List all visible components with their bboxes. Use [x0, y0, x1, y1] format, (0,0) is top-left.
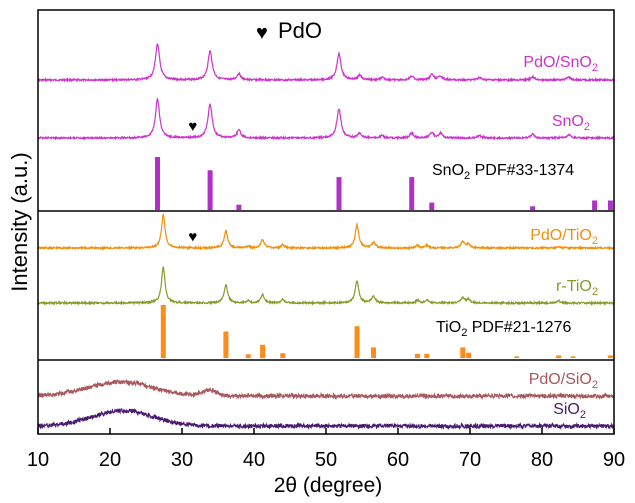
reference-bar — [570, 356, 576, 358]
trace-tio2-0 — [37, 212, 615, 251]
trace-label-subscript: 2 — [580, 409, 586, 421]
trace-label-subscript: 2 — [592, 379, 598, 391]
reference-label-card: PDF#21-1276 — [467, 319, 571, 336]
x-tick-label: 30 — [171, 449, 193, 471]
trace-tio2-1 — [37, 265, 615, 306]
x-tick-label: 10 — [27, 449, 49, 471]
reference-bar — [530, 206, 536, 210]
reference-bar — [160, 305, 166, 358]
reference-bar — [155, 157, 160, 210]
x-tick-label: 80 — [531, 449, 553, 471]
trace-sno2-1 — [37, 97, 615, 141]
reference-bar — [409, 177, 415, 210]
reference-label: SnO2 PDF#33-1374 — [432, 162, 574, 182]
reference-bar — [607, 355, 613, 359]
trace-label: PdO/SnO2 — [523, 54, 598, 74]
reference-bar — [371, 347, 376, 358]
pdo-legend-text: PdO — [278, 18, 322, 43]
reference-label-card: PDF#33-1374 — [470, 162, 574, 179]
trace-label: PdO/SiO2 — [529, 371, 598, 391]
reference-bar — [245, 354, 251, 358]
trace-label: PdO/TiO2 — [530, 227, 598, 247]
trace-sio2-0 — [37, 378, 615, 401]
reference-label-subscript: 2 — [461, 327, 467, 339]
reference-bar — [592, 200, 598, 210]
trace-label-subscript: 2 — [592, 62, 598, 74]
pdo-legend-symbol: ♥ — [256, 22, 268, 44]
x-tick-label: 40 — [243, 449, 265, 471]
pdo-marker: ♥ — [188, 118, 197, 135]
reference-bar — [260, 344, 266, 359]
reference-bar — [354, 326, 360, 358]
traces-layer — [37, 43, 615, 431]
reference-bar — [414, 353, 420, 358]
pdo-markers-layer: ♥♥ — [188, 118, 197, 246]
reference-bar — [607, 200, 613, 210]
x-tick-label: 60 — [387, 449, 409, 471]
reference-bar — [424, 353, 430, 358]
x-axis-ticks: 10 20 30 40 50 60 70 80 90 — [27, 428, 625, 471]
y-axis-title: Intensity (a.u.) — [7, 152, 32, 291]
x-tick-label: 20 — [99, 449, 121, 471]
reference-bar — [460, 347, 466, 358]
trace-sno2-0 — [37, 43, 615, 84]
reference-bar — [207, 170, 213, 211]
reference-label-subscript: 2 — [464, 170, 470, 182]
x-tick-label: 70 — [459, 449, 481, 471]
reference-bar — [514, 356, 520, 358]
trace-label-subscript: 2 — [592, 286, 598, 298]
reference-bar — [429, 202, 435, 210]
plot-frame — [37, 9, 615, 435]
trace-label: r-TiO2 — [556, 278, 598, 298]
reference-bar — [223, 331, 229, 358]
x-tick-label: 50 — [315, 449, 337, 471]
trace-label-subscript: 2 — [592, 235, 598, 247]
reference-bar — [236, 204, 242, 210]
x-tick-label: 90 — [603, 449, 625, 471]
x-axis-title: 2θ (degree) — [274, 474, 383, 497]
reference-bars-layer — [155, 157, 613, 359]
trace-sio2-1 — [37, 407, 615, 431]
pdo-marker: ♥ — [188, 229, 197, 246]
trace-label: SiO2 — [553, 401, 586, 421]
reference-label: TiO2 PDF#21-1276 — [436, 319, 571, 339]
reference-bar — [280, 353, 286, 358]
trace-label-subscript: 2 — [584, 121, 590, 133]
trace-label: SnO2 — [552, 113, 590, 133]
trace-labels-layer: PdO/SnO2 SnO2 SnO2 PDF#33-1374 PdO/TiO2 r-Ti… — [432, 54, 598, 421]
reference-bar — [466, 352, 472, 358]
reference-bar — [556, 355, 562, 359]
reference-bar — [336, 177, 342, 210]
